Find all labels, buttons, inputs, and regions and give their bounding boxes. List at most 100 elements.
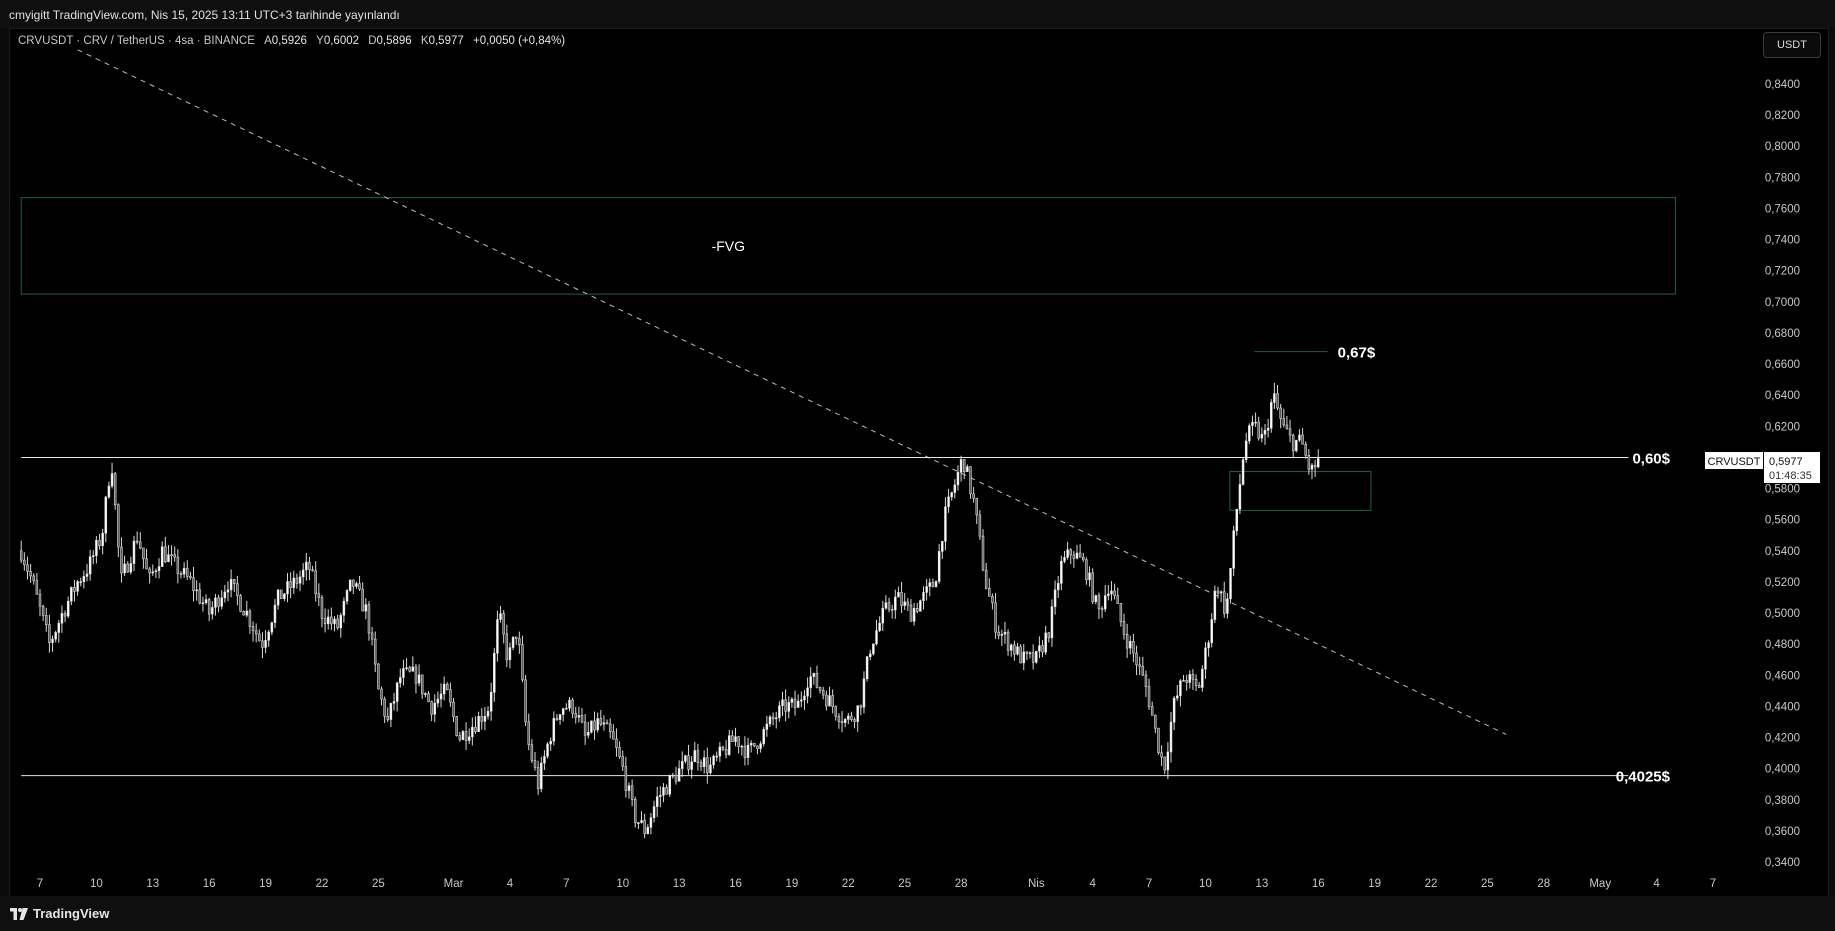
candle-body <box>1116 595 1119 604</box>
candle-body <box>373 638 377 665</box>
candle-body <box>1013 644 1016 655</box>
candle-body <box>577 715 581 718</box>
candle-body <box>1009 644 1013 651</box>
candle-body <box>251 626 255 632</box>
time-axis[interactable]: 7 10 13 16 19 22 25 Mar 4 7 10 13 16 19 22 25 28 Nis 4 7 10 1… <box>37 878 1716 890</box>
candle-body <box>756 745 759 749</box>
candle-body <box>330 616 333 625</box>
price-axis[interactable]: 0,3400 0,3600 0,3800 0,4000 0,4200 0,4400 0,46… <box>1765 79 1800 869</box>
tradingview-logo-icon[interactable] <box>10 908 28 920</box>
candle-body <box>843 719 847 723</box>
candle-body <box>753 742 756 747</box>
candle-body <box>217 597 220 607</box>
publish-bar: cmyigitt TradingView.com, Nis 15, 2025 1… <box>0 0 1835 28</box>
candle-body <box>1072 554 1076 559</box>
publish-info: cmyigitt TradingView.com, Nis 15, 2025 1… <box>9 8 400 22</box>
symbol-legend[interactable]: CRVUSDT · CRV / TetherUS · 4sa · BINANCE… <box>18 35 565 47</box>
x-tick-label: 13 <box>673 878 686 890</box>
chart-panel[interactable] <box>9 28 1829 898</box>
candle-body <box>505 633 509 661</box>
candle-body <box>493 652 496 693</box>
candle-body <box>179 573 183 575</box>
candle-body <box>969 466 972 495</box>
x-tick-label: May <box>1589 878 1611 890</box>
candle-body <box>956 471 960 486</box>
x-tick-label: 4 <box>1653 878 1660 890</box>
candle-body <box>452 701 455 717</box>
candle-body <box>508 647 512 661</box>
candle-body <box>909 604 913 622</box>
candle-body <box>336 618 339 629</box>
candle-body <box>602 722 606 725</box>
candle-body <box>521 644 524 681</box>
candle-body <box>248 610 252 627</box>
close-label: K <box>420 35 429 47</box>
candle-body <box>142 547 145 560</box>
x-tick-label: Mar <box>444 878 464 890</box>
candle-body <box>900 592 903 606</box>
candle-body <box>389 702 393 720</box>
candle-body <box>555 718 559 720</box>
candle-body <box>850 715 853 720</box>
candle-body <box>132 540 136 564</box>
candle-body <box>1056 583 1060 591</box>
candle-body <box>859 705 863 708</box>
candle-body <box>408 667 411 672</box>
candle-body <box>740 745 744 748</box>
candle-body <box>762 729 765 745</box>
currency-button[interactable]: USDT <box>1763 32 1821 58</box>
candle-body <box>659 794 662 797</box>
candle-body <box>23 559 26 566</box>
candle-body <box>994 602 997 633</box>
candle-body <box>1191 674 1195 680</box>
candle-body <box>962 459 966 472</box>
candle-body <box>540 762 543 790</box>
candle-body <box>937 551 941 582</box>
candle-body <box>442 683 446 695</box>
candle-body <box>98 540 101 547</box>
candle-body <box>233 579 236 585</box>
x-tick-label: 25 <box>898 878 911 890</box>
y-tick-label: 0,4000 <box>1765 764 1800 776</box>
candle-body <box>847 715 850 720</box>
candle-body <box>796 700 800 708</box>
candle-body <box>552 718 556 742</box>
candle-body <box>295 577 299 584</box>
candle-body <box>1075 552 1079 559</box>
candle-body <box>1226 598 1229 614</box>
candle-body <box>270 622 274 633</box>
candle-body <box>1094 595 1098 603</box>
candle-body <box>1100 608 1104 610</box>
high-value: 0,6002 <box>323 35 360 47</box>
candle-body <box>627 785 631 791</box>
candle-body <box>696 750 700 763</box>
y-tick-label: 0,3800 <box>1765 795 1800 807</box>
candle-body <box>988 588 991 597</box>
candle-body <box>884 602 888 609</box>
candle-body <box>690 761 693 770</box>
candle-body <box>831 695 834 707</box>
candle-body <box>79 581 82 583</box>
candle-body <box>897 592 900 598</box>
tradingview-brand[interactable]: TradingView <box>33 906 110 921</box>
level-label: 0,4025$ <box>1616 769 1671 786</box>
y-tick-label: 0,8200 <box>1765 110 1800 122</box>
candle-body <box>204 599 208 604</box>
candle-body <box>392 701 396 704</box>
y-tick-label: 0,7800 <box>1765 172 1800 184</box>
candle-body <box>1298 434 1301 441</box>
x-tick-label: 28 <box>1537 878 1550 890</box>
x-tick-label: 4 <box>507 878 514 890</box>
candle-body <box>245 610 249 616</box>
candle-body <box>1063 557 1066 562</box>
symbol-description[interactable]: CRVUSDT · CRV / TetherUS · 4sa · BINANCE <box>18 35 255 47</box>
candle-body <box>170 554 173 557</box>
candle-body <box>975 497 978 516</box>
candle-body <box>1160 752 1163 758</box>
y-tick-label: 0,6800 <box>1765 328 1800 340</box>
candle-body <box>1201 668 1204 688</box>
candle-body <box>483 715 487 722</box>
candle-body <box>383 698 386 717</box>
candle-body <box>364 604 368 612</box>
